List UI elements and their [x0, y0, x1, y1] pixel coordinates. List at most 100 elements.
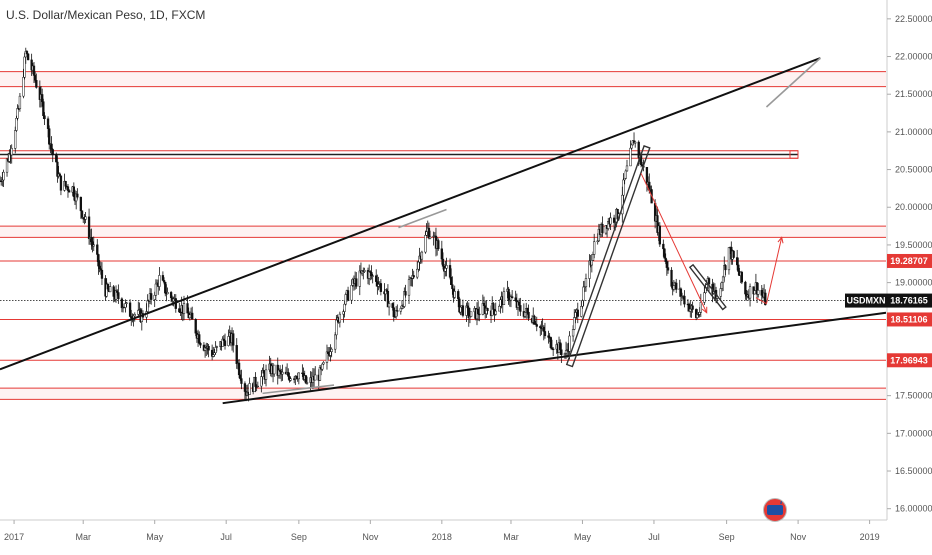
- candle-body: [593, 241, 596, 255]
- candle-body: [146, 300, 149, 312]
- candle-body: [683, 295, 686, 305]
- candle-body: [441, 258, 445, 267]
- candle-body: [344, 294, 347, 305]
- candle-body: [664, 257, 667, 262]
- candles: [0, 47, 767, 402]
- candle-body: [23, 56, 26, 78]
- candle-body: [494, 310, 497, 315]
- candle-body: [375, 275, 378, 282]
- candle-body: [535, 324, 538, 327]
- candle-body: [477, 308, 480, 315]
- projection-arrow: [765, 237, 783, 304]
- candle-body: [507, 288, 510, 301]
- candle-body: [90, 237, 93, 242]
- candle-body: [387, 303, 391, 308]
- candle-body: [748, 286, 752, 299]
- candle-body: [314, 374, 317, 381]
- candle-body: [699, 302, 702, 313]
- candle-body: [757, 289, 760, 295]
- candle-body: [737, 264, 740, 272]
- candle-body: [130, 316, 133, 319]
- candle-body: [55, 154, 58, 163]
- candle-body: [76, 193, 79, 198]
- candle-body: [591, 254, 595, 261]
- candle-body: [342, 311, 345, 315]
- us-flag-icon[interactable]: 7: [763, 498, 787, 522]
- candle-body: [584, 278, 588, 288]
- candle-body: [232, 333, 235, 346]
- candle-body: [568, 335, 571, 352]
- arrow-head: [777, 236, 784, 244]
- resistance-band: [0, 226, 886, 238]
- candle-body: [304, 375, 308, 384]
- candle-body: [66, 186, 70, 191]
- candle-body: [96, 244, 99, 255]
- candle-body: [519, 305, 522, 312]
- candle-body: [533, 315, 536, 324]
- y-tick-label: 22.50000: [895, 14, 932, 24]
- trendline-highlight: [765, 57, 821, 108]
- candle-body: [666, 267, 670, 271]
- x-tick-label: May: [146, 532, 164, 542]
- symbol-badge-bg: [845, 293, 887, 308]
- candle-body: [736, 257, 739, 266]
- candle-body: [392, 307, 395, 317]
- trendline-highlight: [398, 208, 447, 229]
- candle-body: [764, 292, 767, 306]
- candle-body: [14, 130, 17, 149]
- candle-body: [663, 248, 666, 259]
- level-price-badge: 19.28707: [887, 253, 932, 268]
- candle-body: [79, 196, 83, 212]
- candle-body: [601, 223, 604, 234]
- candle-body: [186, 303, 189, 314]
- candle-body: [213, 352, 216, 355]
- candle-body: [740, 271, 743, 283]
- level-badge-bg: [887, 253, 932, 268]
- candle-body: [404, 291, 407, 296]
- candle-body: [665, 261, 668, 268]
- candle-body: [634, 141, 637, 144]
- candle-body: [262, 370, 265, 374]
- candle-body: [588, 260, 591, 279]
- candle-body: [273, 364, 276, 375]
- candle-body: [281, 371, 284, 375]
- candle-body: [724, 265, 727, 271]
- candle-body: [237, 362, 241, 376]
- candle-body: [335, 319, 338, 336]
- y-tick-label: 17.50000: [895, 391, 932, 401]
- candle-body: [16, 108, 19, 119]
- candle-body: [330, 348, 333, 352]
- candle-body: [34, 75, 37, 81]
- candle-body: [46, 118, 50, 129]
- candle-body: [248, 383, 251, 395]
- candle-body: [198, 334, 201, 344]
- candle-body: [672, 285, 676, 290]
- level-price-badge: 17.96943: [887, 353, 932, 368]
- candle-body: [92, 244, 95, 247]
- candle-body: [25, 51, 29, 55]
- candle-body: [670, 269, 673, 287]
- y-tick-label: 17.00000: [895, 428, 932, 438]
- candle-body: [445, 265, 448, 269]
- candle-body: [416, 268, 419, 278]
- candle-body: [629, 147, 632, 167]
- candle-body: [51, 149, 54, 156]
- candle-body: [297, 372, 300, 380]
- chart-title: U.S. Dollar/Mexican Peso, 1D, FXCM: [6, 8, 206, 22]
- candle-body: [760, 289, 763, 296]
- candle-body: [59, 175, 63, 191]
- candle-body: [35, 80, 38, 88]
- candle-body: [334, 334, 337, 350]
- candle-body: [482, 303, 486, 306]
- candle-body: [2, 171, 5, 181]
- candle-body: [346, 290, 350, 301]
- candle-body: [732, 250, 735, 258]
- candle-body: [609, 217, 612, 225]
- candle-body: [371, 275, 374, 277]
- candle-body: [207, 345, 210, 351]
- candle-body: [444, 268, 447, 272]
- flag-stripe-icon: [767, 505, 783, 515]
- horizontal-levels: [0, 71, 886, 400]
- candle-body: [355, 278, 358, 287]
